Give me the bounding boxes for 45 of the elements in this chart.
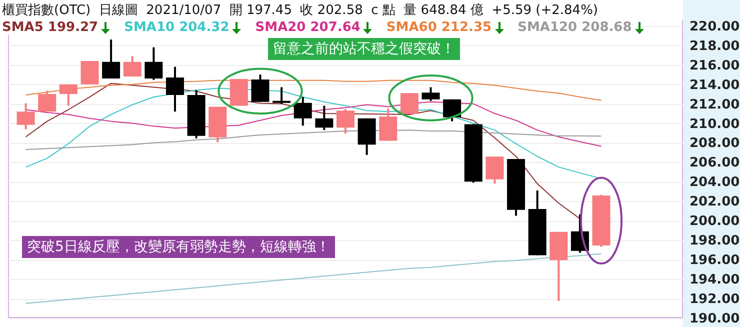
chart-title: 櫃買指數(OTC) 日線圖 2021/10/07 開 197.45 收 202.58 c 點 量 648.84 億 +5.59 (+2.84%) xyxy=(2,2,598,19)
candlestick xyxy=(336,108,354,134)
candlestick xyxy=(251,74,270,103)
text: SMA120 208.68 xyxy=(518,20,632,35)
annotation: 留意之前的站不穩之假突破！ xyxy=(268,38,460,60)
y-tick-label: 194.00 xyxy=(690,272,740,288)
y-tick-label: 218.00 xyxy=(690,38,740,54)
y-tick-label: 202.00 xyxy=(690,194,740,210)
y-tick-label: 216.00 xyxy=(690,58,740,74)
candlestick xyxy=(315,104,334,132)
annotation: 突破5日線反壓，改變原有弱勢走勢，短線轉強！ xyxy=(22,236,335,258)
y-tick-label: 200.00 xyxy=(690,214,740,230)
text: SMA20 207.64 xyxy=(255,20,360,35)
line-series xyxy=(25,130,602,150)
y-tick-label: 192.00 xyxy=(690,292,740,308)
text: SMA5 199.27 xyxy=(2,20,98,35)
y-tick-label: 212.00 xyxy=(690,97,740,112)
y-tick-label: 196.00 xyxy=(690,253,740,268)
y-tick-label: 210.00 xyxy=(690,116,740,132)
candlestick xyxy=(123,55,142,78)
candlestick xyxy=(38,90,56,113)
candlestick xyxy=(102,38,120,80)
candlestick xyxy=(400,92,418,116)
candlestick xyxy=(443,98,462,122)
candlestick xyxy=(422,86,440,102)
y-tick-label: 204.00 xyxy=(690,175,740,190)
candlestick xyxy=(166,66,184,113)
text: SMA60 212.35 xyxy=(386,20,492,35)
y-tick-label: 198.00 xyxy=(690,234,740,249)
candlestick xyxy=(294,96,312,127)
candlestick xyxy=(486,156,504,185)
candlestick xyxy=(80,60,99,86)
y-tick-label: 220.00 xyxy=(690,19,740,34)
line-series xyxy=(25,82,580,220)
line-series xyxy=(25,253,602,304)
candlestick xyxy=(272,86,291,105)
text: SMA10 204.32 xyxy=(124,20,230,35)
y-tick-label: 208.00 xyxy=(690,136,740,152)
y-tick-label: 214.00 xyxy=(690,78,740,93)
y-tick-label: 206.00 xyxy=(690,156,740,171)
candlestick xyxy=(16,102,35,130)
line-series xyxy=(25,80,602,101)
candlestick xyxy=(59,83,78,107)
candlestick xyxy=(144,46,163,81)
y-tick-label: 190.00 xyxy=(690,312,740,326)
